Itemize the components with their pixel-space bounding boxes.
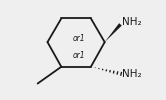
Polygon shape: [98, 68, 100, 69]
Polygon shape: [105, 69, 107, 72]
Polygon shape: [120, 72, 122, 76]
Polygon shape: [116, 71, 119, 75]
Text: NH₂: NH₂: [123, 17, 142, 27]
Polygon shape: [109, 70, 111, 73]
Polygon shape: [102, 69, 103, 70]
Text: or1: or1: [73, 51, 85, 60]
Text: NH₂: NH₂: [123, 69, 142, 79]
Polygon shape: [113, 70, 115, 74]
Text: or1: or1: [73, 34, 85, 43]
Polygon shape: [105, 23, 122, 42]
Polygon shape: [94, 67, 96, 68]
